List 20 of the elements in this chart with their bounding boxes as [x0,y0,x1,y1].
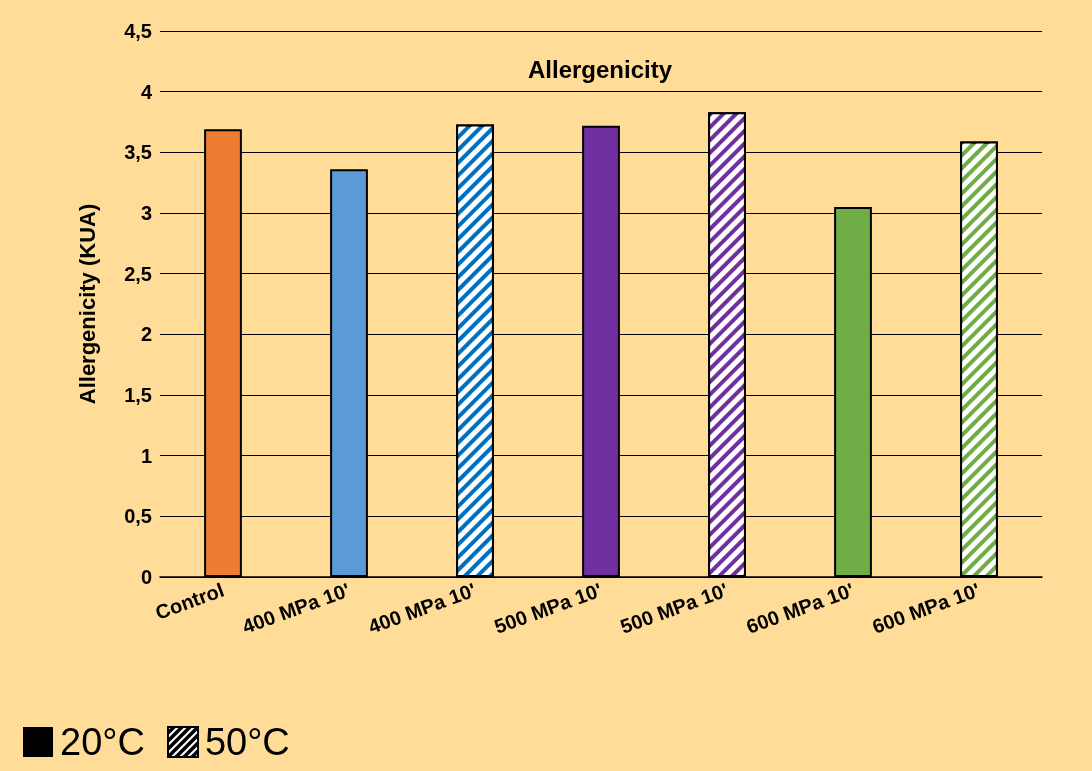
y-tick-label: 2,5 [124,262,152,285]
y-tick-label: 3 [140,202,152,224]
y-tick-label: 4,5 [124,20,152,42]
x-tick-label: 500 MPa 10' [491,578,605,638]
y-tick-label: 3,5 [124,141,152,164]
x-tick-label: 500 MPa 10' [617,578,731,638]
y-axis-title: Allergenicity (KUA) [74,203,100,405]
x-tick-label: 400 MPa 10' [365,578,479,638]
text: 50°C [204,721,290,763]
x-tick-label: 400 MPa 10' [239,578,353,638]
y-tick-label: 1,5 [124,384,152,406]
y-tick-label: 2 [140,323,152,346]
text: 20°C [60,721,145,763]
x-tick-label: 600 MPa 10' [869,578,983,638]
text: Allergenicity [527,55,673,83]
x-tick-label: 600 MPa 10' [743,578,857,638]
y-tick-label: 4 [140,80,153,103]
y-tick-label: 0 [140,566,152,588]
y-tick-label: 0,5 [124,505,152,528]
y-tick-label: 1 [140,444,152,467]
